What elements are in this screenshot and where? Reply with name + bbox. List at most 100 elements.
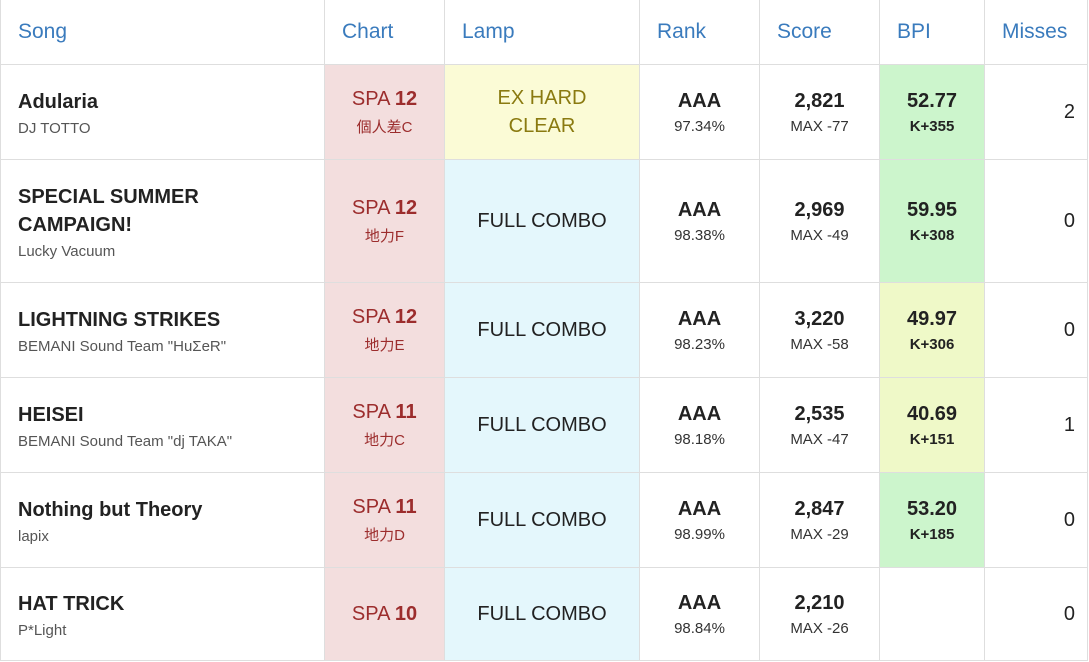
rank-percent: 98.84% [674,619,725,637]
bpi-value: 40.69 [906,402,958,425]
kaiden-diff: K+355 [909,117,955,135]
chart-tier: 個人差C [356,118,413,136]
chart-difficulty: SPA [351,196,390,219]
bpi-value: 52.77 [906,89,958,112]
lamp-cell: FULL COMBO [444,282,640,378]
ex-score: 2,847 [794,497,845,520]
ex-score: 2,535 [794,402,845,425]
chart-level: 11 [395,400,417,423]
chart-tier: 地力D [364,526,405,544]
bpi-value: 49.97 [906,307,958,330]
header-misses[interactable]: Misses [984,0,1088,65]
header-song[interactable]: Song [0,0,325,65]
score-cell: 2,969 MAX -49 [759,159,880,283]
song-cell: LIGHTNING STRIKES BEMANI Sound Team "HuΣ… [0,282,325,378]
song-cell: Adularia DJ TOTTO [0,64,325,160]
score-cell: 2,847 MAX -29 [759,472,880,568]
chart-cell: SPA 12 地力F [324,159,445,283]
rank-cell: AAA 98.18% [639,377,760,473]
chart-level: 10 [394,602,418,625]
lamp-cell: FULL COMBO [444,472,640,568]
chart-difficulty: SPA [351,602,390,625]
kaiden-diff: K+308 [909,226,955,244]
header-chart[interactable]: Chart [324,0,445,65]
song-title: HAT TRICK [18,592,125,615]
header-lamp[interactable]: Lamp [444,0,640,65]
song-cell: Nothing but Theory lapix [0,472,325,568]
rank-grade: AAA [677,198,722,221]
rank-grade: AAA [677,591,722,614]
bpi-cell: 59.95 K+308 [879,159,985,283]
score-cell: 2,535 MAX -47 [759,377,880,473]
ex-score: 2,969 [794,198,845,221]
misses-count: 0 [984,472,1088,568]
chart-level: 12 [394,305,418,328]
lamp-cell: FULL COMBO [444,159,640,283]
song-cell: HAT TRICK P*Light [0,567,325,661]
chart-difficulty: SPA [352,400,390,423]
bpi-cell [879,567,985,661]
chart-level: 12 [394,196,418,219]
chart-tier: 地力E [364,336,405,354]
ex-score: 3,220 [794,307,845,330]
chart-difficulty: SPA [351,87,390,110]
score-cell: 2,821 MAX -77 [759,64,880,160]
table-row[interactable]: Nothing but Theory lapix SPA 11 地力D FULL… [0,472,1088,568]
song-artist: BEMANI Sound Team "dj TAKA" [18,432,233,450]
rank-percent: 98.38% [674,226,725,244]
lamp-cell: FULL COMBO [444,567,640,661]
misses-count: 1 [984,377,1088,473]
table-row[interactable]: Adularia DJ TOTTO SPA 12 個人差C EX HARD CL… [0,64,1088,160]
song-title: Nothing but Theory [18,498,203,521]
rank-percent: 98.23% [674,335,725,353]
misses-count: 0 [984,159,1088,283]
misses-count: 0 [984,567,1088,661]
bpi-cell: 40.69 K+151 [879,377,985,473]
table-row[interactable]: HAT TRICK P*Light SPA 10 FULL COMBO AAA … [0,567,1088,661]
chart-cell: SPA 12 個人差C [324,64,445,160]
song-cell: SPECIAL SUMMER CAMPAIGN! Lucky Vacuum [0,159,325,283]
rank-grade: AAA [677,307,722,330]
header-bpi[interactable]: BPI [879,0,985,65]
song-title: HEISEI [18,403,84,426]
chart-cell: SPA 10 [324,567,445,661]
max-diff: MAX -77 [790,117,849,135]
rank-grade: AAA [677,402,722,425]
table-row[interactable]: LIGHTNING STRIKES BEMANI Sound Team "HuΣ… [0,282,1088,378]
chart-difficulty: SPA [352,495,390,518]
chart-cell: SPA 12 地力E [324,282,445,378]
rank-cell: AAA 98.23% [639,282,760,378]
header-score[interactable]: Score [759,0,880,65]
bpi-cell: 49.97 K+306 [879,282,985,378]
bpi-value: 53.20 [906,497,958,520]
rank-percent: 98.99% [674,525,725,543]
lamp-label: FULL COMBO [477,508,607,531]
table-row[interactable]: HEISEI BEMANI Sound Team "dj TAKA" SPA 1… [0,377,1088,473]
ex-score: 2,821 [794,89,845,112]
bpi-value: 59.95 [906,198,958,221]
lamp-cell: EX HARD CLEAR [444,64,640,160]
chart-difficulty: SPA [351,305,390,328]
misses-count: 2 [984,64,1088,160]
rank-cell: AAA 98.99% [639,472,760,568]
song-artist: P*Light [18,621,67,639]
max-diff: MAX -29 [790,525,849,543]
kaiden-diff: K+185 [909,525,955,543]
rank-percent: 98.18% [674,430,725,448]
max-diff: MAX -49 [790,226,849,244]
song-cell: HEISEI BEMANI Sound Team "dj TAKA" [0,377,325,473]
max-diff: MAX -26 [790,619,849,637]
lamp-label: FULL COMBO [477,602,607,625]
song-title: Adularia [18,90,99,113]
table-row[interactable]: SPECIAL SUMMER CAMPAIGN! Lucky Vacuum SP… [0,159,1088,283]
song-artist: BEMANI Sound Team "HuΣeR" [18,337,227,355]
kaiden-diff: K+151 [909,430,955,448]
score-cell: 2,210 MAX -26 [759,567,880,661]
song-artist: lapix [18,527,49,545]
chart-cell: SPA 11 地力C [324,377,445,473]
header-rank[interactable]: Rank [639,0,760,65]
song-title: SPECIAL SUMMER CAMPAIGN! [18,185,199,236]
ex-score: 2,210 [794,591,845,614]
score-cell: 3,220 MAX -58 [759,282,880,378]
lamp-label: FULL COMBO [477,209,607,232]
